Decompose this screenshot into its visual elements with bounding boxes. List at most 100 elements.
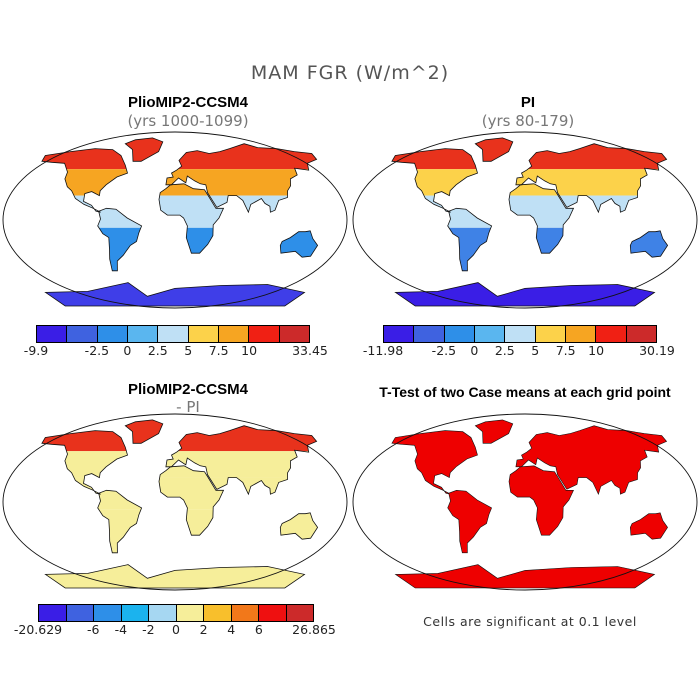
colorbar-swatch <box>535 326 566 342</box>
colorbar-tick-label: 0 <box>123 343 132 358</box>
map-pi-band-mid-latitude <box>391 169 668 196</box>
map-diff-south-america-outline <box>97 489 143 554</box>
colorbar-tick-label: 0 <box>172 622 180 637</box>
map-diff-band-tropics <box>41 477 318 510</box>
colorbar-diff-swatches <box>38 604 314 622</box>
colorbar-pi-ticks: -11.98 -2.5 0 2.5 5 7.5 10 30.19 <box>363 343 675 361</box>
colorbar-swatch <box>414 326 445 342</box>
map-plio-band-high-latitude <box>41 137 318 170</box>
map-plio <box>2 131 348 309</box>
colorbar-swatch <box>626 326 656 342</box>
map-plio-band-mid-latitude <box>41 169 318 196</box>
colorbar-tick-label: 26.865 <box>292 622 336 637</box>
colorbar-plio: -9.9 -2.5 0 2.5 5 7.5 10 33.45 <box>24 325 328 361</box>
figure-title: MAM FGR (W/m^2) <box>250 62 450 84</box>
map-pi-eurasia-outline <box>515 143 668 214</box>
colorbar-swatch <box>231 605 259 621</box>
map-ttest-australia-significant <box>629 512 668 540</box>
colorbar-tick-label: -4 <box>114 622 128 637</box>
colorbar-swatch <box>176 605 204 621</box>
colorbar-swatch <box>39 605 67 621</box>
map-pi-south-america-outline <box>447 207 493 272</box>
colorbar-swatch <box>384 326 415 342</box>
colorbar-swatch <box>565 326 597 342</box>
panel-title-pi: PI <box>520 94 536 111</box>
map-pi-band-antarctic <box>391 278 668 306</box>
colorbar-swatch <box>158 326 189 342</box>
map-diff-north-america-outline <box>41 430 128 495</box>
colorbar-swatch <box>444 326 475 342</box>
colorbar-plio-swatches <box>36 325 310 343</box>
colorbar-diff-ticks: -20.629 -6 -4 -2 0 2 4 6 26.865 <box>14 622 336 640</box>
colorbar-tick-label: 30.19 <box>639 343 675 358</box>
map-pi-band-high-latitude <box>391 137 668 170</box>
colorbar-tick-label: 5 <box>531 343 540 358</box>
panel-title-plio: PlioMIP2-CCSM4 <box>127 94 248 111</box>
colorbar-swatch <box>286 605 313 621</box>
colorbar-swatch <box>149 605 177 621</box>
map-pi-band-tropics <box>391 195 668 228</box>
panel-subtitle-diff: - PI <box>176 398 200 416</box>
map-ttest-south-america-significant <box>447 489 492 554</box>
map-plio-africa-outline <box>158 183 225 254</box>
colorbar-swatch <box>94 605 122 621</box>
panel-subtitle-plio: (yrs 1000-1099) <box>127 112 249 130</box>
colorbar-tick-label: 10 <box>241 343 258 358</box>
colorbar-tick-label: 4 <box>227 622 236 637</box>
colorbar-swatch <box>259 605 287 621</box>
map-pi-north-america-outline <box>391 148 478 213</box>
colorbar-tick-label: 2 <box>199 622 208 637</box>
map-ttest-antarctica-significant <box>394 564 656 589</box>
panel-subtitle-pi: (yrs 80-179) <box>481 112 575 130</box>
colorbar-tick-label: 33.45 <box>292 343 328 358</box>
map-ttest-map-border <box>352 413 698 591</box>
colorbar-swatch <box>127 326 159 342</box>
map-diff-map-border <box>2 413 348 591</box>
colorbar-tick-label: -2 <box>142 622 155 637</box>
colorbar-tick-label: 2.5 <box>147 343 168 358</box>
colorbar-swatch <box>66 605 94 621</box>
colorbar-swatch <box>121 605 149 621</box>
map-ttest-africa-significant <box>508 465 574 536</box>
map-diff-australia-outline <box>279 512 319 540</box>
map-diff-band-antarctic <box>41 560 318 588</box>
colorbar-tick-label: -6 <box>86 622 100 637</box>
colorbar-tick-label: -20.629 <box>13 622 63 637</box>
map-plio-band-tropics <box>41 195 318 228</box>
panel-title-ttest: T-Test of two Case means at each grid po… <box>379 384 671 400</box>
colorbar-swatch <box>188 326 219 342</box>
colorbar-tick-label: -11.98 <box>362 343 404 358</box>
colorbar-swatch <box>97 326 128 342</box>
colorbar-tick-label: 0 <box>470 343 479 358</box>
colorbar-swatch <box>505 326 536 342</box>
colorbar-pi: -11.98 -2.5 0 2.5 5 7.5 10 30.19 <box>363 325 675 361</box>
map-plio-australia-outline <box>279 230 319 258</box>
colorbar-tick-label: -2.5 <box>84 343 110 358</box>
colorbar-swatch <box>249 326 280 342</box>
map-plio-map-border <box>2 131 348 309</box>
colorbar-diff: -20.629 -6 -4 -2 0 2 4 6 26.865 <box>14 604 336 640</box>
ttest-note: Cells are significant at 0.1 level <box>423 614 637 629</box>
panel-title-diff: PlioMIP2-CCSM4 <box>127 381 248 398</box>
colorbar-swatch <box>37 326 68 342</box>
map-diff-greenland-outline <box>124 419 164 444</box>
map-pi <box>352 131 698 309</box>
colorbar-tick-label: -9.9 <box>23 343 49 358</box>
colorbar-tick-label: 10 <box>588 343 605 358</box>
colorbar-tick-label: 7.5 <box>208 343 229 358</box>
map-diff-africa-outline <box>158 465 225 536</box>
colorbar-swatch <box>279 326 309 342</box>
map-plio-north-america-outline <box>41 148 128 213</box>
map-diff-eurasia-outline <box>165 425 318 496</box>
colorbar-tick-label: 5 <box>184 343 193 358</box>
map-pi-map-border <box>352 131 698 309</box>
colorbar-swatch <box>596 326 627 342</box>
colorbar-tick-label: 2.5 <box>494 343 515 358</box>
map-diff-band-high-latitude <box>41 419 318 452</box>
map-diff-band-mid-latitude <box>41 451 318 478</box>
map-plio-south-america-outline <box>97 207 143 272</box>
map-pi-australia-outline <box>629 230 669 258</box>
colorbar-tick-label: -2.5 <box>431 343 457 358</box>
colorbar-swatch <box>204 605 232 621</box>
map-ttest-greenland-significant <box>474 419 514 444</box>
